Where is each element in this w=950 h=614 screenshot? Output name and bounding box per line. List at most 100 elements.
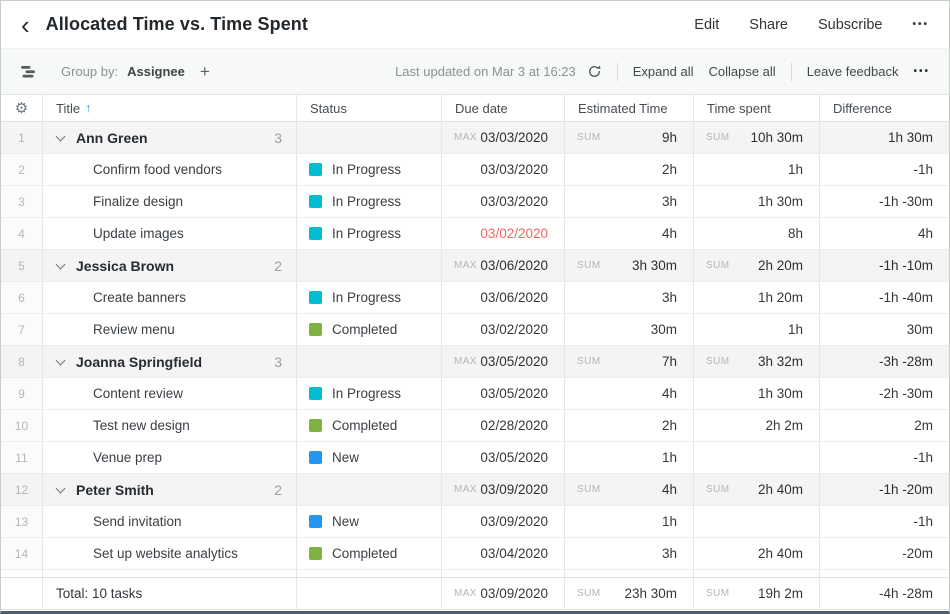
status-cell[interactable]: New <box>297 442 442 473</box>
status-cell[interactable]: In Progress <box>297 154 442 185</box>
title-cell[interactable]: Joanna Springfield 3 <box>43 346 297 377</box>
title-cell[interactable]: Content review <box>43 378 297 409</box>
time-spent-cell[interactable]: SUM 10h 30m <box>694 122 820 153</box>
share-button[interactable]: Share <box>749 16 788 33</box>
difference-cell[interactable]: -1h <box>820 506 949 537</box>
expand-all-button[interactable]: Expand all <box>632 64 694 79</box>
time-spent-cell[interactable]: 1h 20m <box>694 282 820 313</box>
task-row[interactable]: 3 Finalize design In Progress 03/03/2020 3h 1… <box>1 186 949 218</box>
title-cell[interactable]: Send invitation <box>43 506 297 537</box>
due-date-cell[interactable]: 03/05/2020 <box>442 378 565 409</box>
difference-cell[interactable]: -1h -40m <box>820 282 949 313</box>
status-cell[interactable]: Completed <box>297 410 442 441</box>
toolbar-more-icon[interactable]: ••• <box>913 66 930 77</box>
title-cell[interactable]: Test new design <box>43 410 297 441</box>
difference-cell[interactable]: 1h 30m <box>820 122 949 153</box>
column-header-difference[interactable]: Difference <box>833 100 893 116</box>
status-cell[interactable] <box>297 346 442 377</box>
difference-cell[interactable]: -3h -28m <box>820 346 949 377</box>
difference-cell[interactable]: -1h -30m <box>820 186 949 217</box>
title-cell[interactable]: Peter Smith 2 <box>43 474 297 505</box>
estimated-time-cell[interactable]: 4h <box>565 218 694 249</box>
time-spent-cell[interactable]: 1h <box>694 314 820 345</box>
group-row[interactable]: 8 Joanna Springfield 3 MAX 03/05/2020 SUM 7h SU… <box>1 346 949 378</box>
edit-button[interactable]: Edit <box>694 16 720 33</box>
status-cell[interactable]: In Progress <box>297 378 442 409</box>
task-row[interactable]: 10 Test new design Completed 02/28/2020 2h 2h… <box>1 410 949 442</box>
difference-cell[interactable]: 2m <box>820 410 949 441</box>
due-date-cell[interactable]: 02/28/2020 <box>442 410 565 441</box>
difference-cell[interactable]: -20m <box>820 538 949 569</box>
title-cell[interactable]: Finalize design <box>43 186 297 217</box>
estimated-time-cell[interactable]: 2h <box>565 154 694 185</box>
column-header-estimated-time[interactable]: Estimated Time <box>565 95 694 121</box>
due-date-cell[interactable]: 03/03/2020 <box>442 186 565 217</box>
chevron-down-icon[interactable] <box>55 355 66 365</box>
estimated-time-cell[interactable]: 30m <box>565 314 694 345</box>
column-header-title[interactable]: Title ↑ <box>43 95 297 121</box>
difference-cell[interactable]: -1h -20m <box>820 474 949 505</box>
time-spent-cell[interactable]: 2h 40m <box>694 538 820 569</box>
column-header-status[interactable]: Status <box>297 95 442 121</box>
subscribe-button[interactable]: Subscribe <box>818 16 883 33</box>
due-date-cell[interactable]: 03/05/2020 <box>442 442 565 473</box>
column-header-time-spent[interactable]: Time spent <box>694 95 820 121</box>
time-spent-cell[interactable]: 2h 2m <box>694 410 820 441</box>
more-options-icon[interactable]: ••• <box>912 19 929 30</box>
time-spent-cell[interactable]: 1h 30m <box>694 186 820 217</box>
chevron-down-icon[interactable] <box>55 259 66 269</box>
difference-cell[interactable]: 30m <box>820 314 949 345</box>
task-row[interactable]: 2 Confirm food vendors In Progress 03/03/20… <box>1 154 949 186</box>
status-cell[interactable]: In Progress <box>297 186 442 217</box>
title-cell[interactable]: Venue prep <box>43 442 297 473</box>
due-date-cell[interactable]: MAX 03/03/2020 <box>442 122 565 153</box>
task-row[interactable]: 9 Content review In Progress 03/05/2020 4h 1h… <box>1 378 949 410</box>
refresh-icon[interactable] <box>587 64 602 79</box>
difference-cell[interactable]: -1h <box>820 154 949 185</box>
collapse-all-button[interactable]: Collapse all <box>708 64 776 79</box>
estimated-time-cell[interactable]: 2h <box>565 410 694 441</box>
group-by-value[interactable]: Assignee <box>127 64 185 79</box>
task-row[interactable]: 11 Venue prep New 03/05/2020 1h -1h <box>1 442 949 474</box>
status-cell[interactable]: In Progress <box>297 282 442 313</box>
chevron-down-icon[interactable] <box>55 131 66 141</box>
time-spent-cell[interactable] <box>694 506 820 537</box>
estimated-time-cell[interactable]: SUM 3h 30m <box>565 250 694 281</box>
due-date-cell[interactable]: 03/06/2020 <box>442 282 565 313</box>
task-row[interactable]: 4 Update images In Progress 03/02/2020 4h 8h 4… <box>1 218 949 250</box>
time-spent-cell[interactable]: SUM 3h 32m <box>694 346 820 377</box>
due-date-cell[interactable]: 03/02/2020 <box>442 314 565 345</box>
time-spent-cell[interactable] <box>694 442 820 473</box>
time-spent-cell[interactable]: 8h <box>694 218 820 249</box>
due-date-cell[interactable]: 03/02/2020 <box>442 218 565 249</box>
back-button[interactable]: ‹ <box>21 9 30 40</box>
estimated-time-cell[interactable]: SUM 9h <box>565 122 694 153</box>
due-date-cell[interactable]: 03/09/2020 <box>442 506 565 537</box>
due-date-cell[interactable]: MAX 03/09/2020 <box>442 474 565 505</box>
estimated-time-cell[interactable]: 3h <box>565 538 694 569</box>
status-cell[interactable]: Completed <box>297 538 442 569</box>
task-row[interactable]: 14 Set up website analytics Completed 03/04… <box>1 538 949 570</box>
status-cell[interactable] <box>297 122 442 153</box>
title-cell[interactable]: Review menu <box>43 314 297 345</box>
time-spent-cell[interactable]: SUM 2h 20m <box>694 250 820 281</box>
group-row[interactable]: 5 Jessica Brown 2 MAX 03/06/2020 SUM 3h 30m SUM… <box>1 250 949 282</box>
group-row[interactable]: 12 Peter Smith 2 MAX 03/09/2020 SUM 4h SUM 2h 40… <box>1 474 949 506</box>
difference-cell[interactable]: -1h -10m <box>820 250 949 281</box>
due-date-cell[interactable]: MAX 03/06/2020 <box>442 250 565 281</box>
task-row[interactable]: 6 Create banners In Progress 03/06/2020 3h 1h… <box>1 282 949 314</box>
difference-cell[interactable]: -2h -30m <box>820 378 949 409</box>
due-date-cell[interactable]: 03/04/2020 <box>442 538 565 569</box>
title-cell[interactable]: Ann Green 3 <box>43 122 297 153</box>
status-cell[interactable]: New <box>297 506 442 537</box>
title-cell[interactable]: Create banners <box>43 282 297 313</box>
difference-cell[interactable]: 4h <box>820 218 949 249</box>
estimated-time-cell[interactable]: 1h <box>565 506 694 537</box>
estimated-time-cell[interactable]: 3h <box>565 282 694 313</box>
difference-cell[interactable]: -1h <box>820 442 949 473</box>
time-spent-cell[interactable]: 1h 30m <box>694 378 820 409</box>
status-cell[interactable]: Completed <box>297 314 442 345</box>
estimated-time-cell[interactable]: SUM 4h <box>565 474 694 505</box>
column-header-due-date[interactable]: Due date <box>442 95 565 121</box>
estimated-time-cell[interactable]: 1h <box>565 442 694 473</box>
